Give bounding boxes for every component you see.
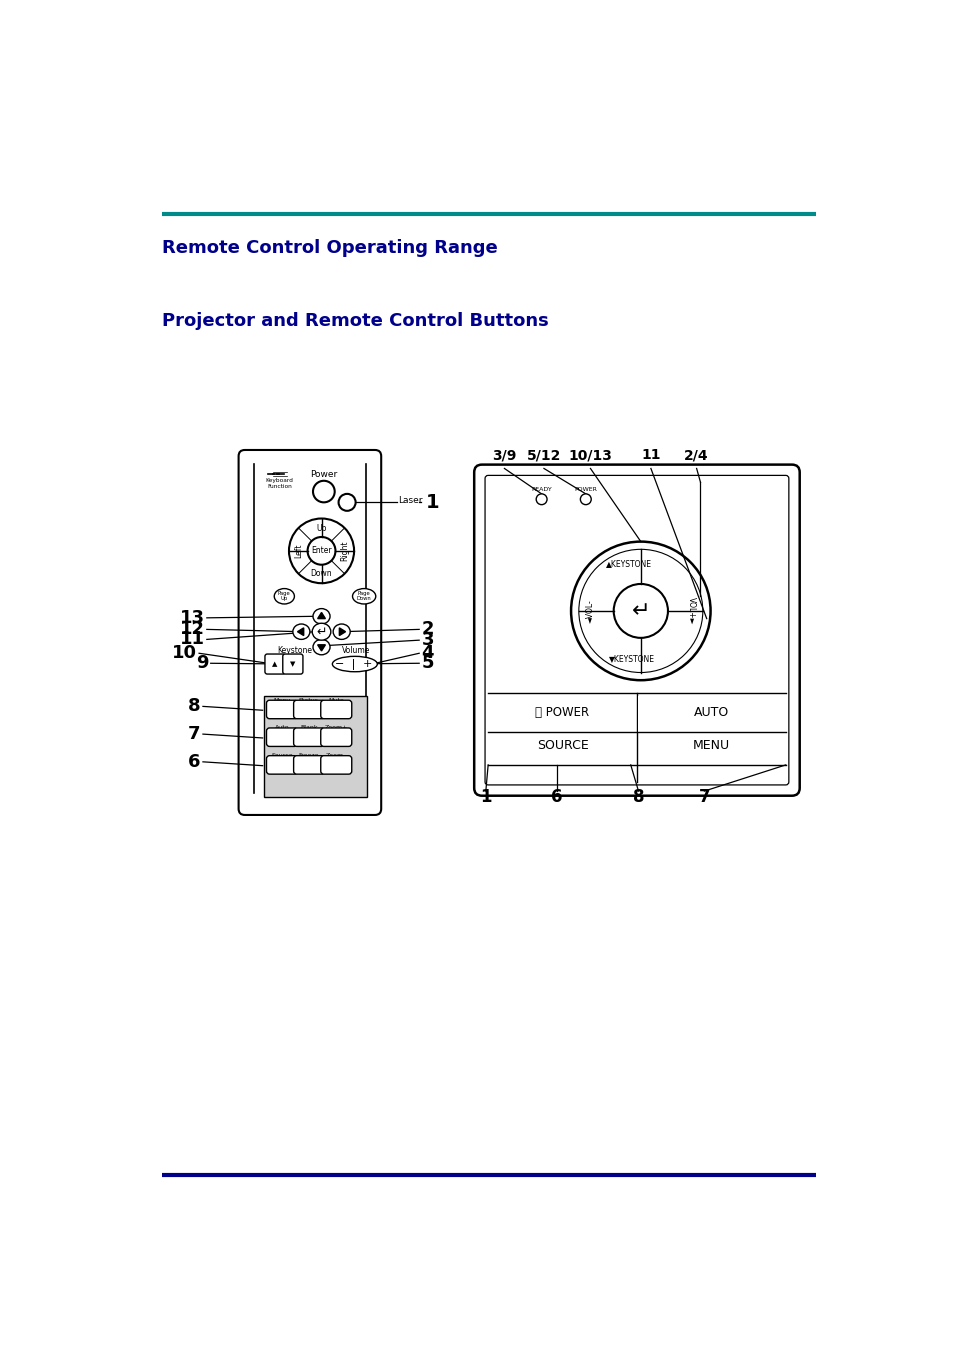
FancyBboxPatch shape bbox=[264, 695, 367, 798]
Circle shape bbox=[613, 585, 667, 637]
Text: AUTO: AUTO bbox=[693, 706, 728, 720]
Text: 8: 8 bbox=[188, 698, 200, 716]
Circle shape bbox=[338, 494, 355, 510]
Text: 12: 12 bbox=[179, 621, 204, 639]
Text: Keystone: Keystone bbox=[276, 645, 312, 655]
Text: Power: Power bbox=[310, 470, 337, 479]
FancyBboxPatch shape bbox=[238, 450, 381, 815]
Text: 5/12: 5/12 bbox=[526, 448, 560, 462]
Text: 10/13: 10/13 bbox=[568, 448, 612, 462]
Ellipse shape bbox=[313, 640, 330, 655]
FancyBboxPatch shape bbox=[266, 701, 297, 718]
Polygon shape bbox=[317, 645, 325, 651]
Circle shape bbox=[536, 494, 546, 505]
Text: Volume: Volume bbox=[342, 645, 370, 655]
Text: 9: 9 bbox=[195, 655, 208, 672]
Text: ▼KEYSTONE: ▼KEYSTONE bbox=[608, 655, 654, 663]
Text: ◄VOL-: ◄VOL- bbox=[585, 599, 595, 622]
Text: 2/4: 2/4 bbox=[683, 448, 708, 462]
Text: Keyboard
Function: Keyboard Function bbox=[266, 478, 294, 489]
Ellipse shape bbox=[332, 656, 377, 672]
Text: Right: Right bbox=[340, 540, 349, 562]
Text: ⏻ POWER: ⏻ POWER bbox=[535, 706, 589, 720]
Text: Freeze: Freeze bbox=[298, 753, 319, 757]
Text: ▲KEYSTONE: ▲KEYSTONE bbox=[605, 559, 652, 567]
Text: 1: 1 bbox=[479, 788, 491, 806]
FancyBboxPatch shape bbox=[320, 756, 352, 774]
Text: 7: 7 bbox=[698, 788, 709, 806]
Text: Page
Down: Page Down bbox=[356, 591, 371, 602]
Circle shape bbox=[571, 541, 710, 680]
Text: ▼: ▼ bbox=[290, 662, 295, 667]
FancyBboxPatch shape bbox=[294, 701, 324, 718]
Text: Blank: Blank bbox=[300, 725, 317, 730]
Text: 3: 3 bbox=[421, 632, 434, 649]
Text: Down: Down bbox=[311, 568, 332, 578]
Text: SOURCE: SOURCE bbox=[537, 740, 588, 752]
Text: VOL+►: VOL+► bbox=[686, 597, 695, 625]
Text: Zoom+: Zoom+ bbox=[324, 725, 348, 730]
Text: Projector and Remote Control Buttons: Projector and Remote Control Buttons bbox=[162, 312, 548, 331]
Circle shape bbox=[307, 537, 335, 564]
FancyBboxPatch shape bbox=[282, 653, 303, 674]
Polygon shape bbox=[297, 628, 303, 636]
Text: Mute: Mute bbox=[328, 698, 344, 702]
Circle shape bbox=[579, 494, 591, 505]
Text: Status: Status bbox=[299, 698, 319, 702]
Text: Left: Left bbox=[294, 544, 302, 558]
FancyBboxPatch shape bbox=[266, 756, 297, 774]
Text: 13: 13 bbox=[179, 609, 204, 626]
Text: 11: 11 bbox=[640, 448, 660, 462]
FancyBboxPatch shape bbox=[265, 653, 285, 674]
Text: Auto: Auto bbox=[274, 725, 289, 730]
Text: −: − bbox=[335, 659, 344, 670]
Polygon shape bbox=[317, 613, 325, 618]
Ellipse shape bbox=[274, 589, 294, 603]
Text: Up: Up bbox=[316, 524, 326, 533]
Text: Zoom-: Zoom- bbox=[326, 753, 346, 757]
Text: +: + bbox=[362, 659, 372, 670]
Text: MENU: MENU bbox=[692, 740, 729, 752]
Text: ↵: ↵ bbox=[316, 625, 327, 639]
Circle shape bbox=[313, 481, 335, 502]
FancyBboxPatch shape bbox=[294, 728, 324, 747]
Text: 6: 6 bbox=[551, 788, 562, 806]
Text: 2: 2 bbox=[421, 621, 434, 639]
FancyBboxPatch shape bbox=[266, 728, 297, 747]
Text: 7: 7 bbox=[188, 725, 200, 743]
Ellipse shape bbox=[293, 624, 310, 640]
Text: 11: 11 bbox=[179, 630, 204, 648]
FancyBboxPatch shape bbox=[638, 697, 783, 732]
Text: 10: 10 bbox=[172, 644, 196, 663]
Ellipse shape bbox=[312, 624, 331, 640]
Text: Remote Control Operating Range: Remote Control Operating Range bbox=[162, 239, 497, 256]
Text: 3/9: 3/9 bbox=[492, 448, 517, 462]
Text: Page
Up: Page Up bbox=[277, 591, 291, 602]
Text: Source: Source bbox=[271, 753, 293, 757]
Text: 1: 1 bbox=[425, 493, 438, 512]
Text: Laser: Laser bbox=[397, 497, 422, 505]
Text: 5: 5 bbox=[421, 655, 434, 672]
Text: 8: 8 bbox=[632, 788, 643, 806]
FancyBboxPatch shape bbox=[489, 697, 635, 732]
Text: 6: 6 bbox=[188, 753, 200, 771]
Circle shape bbox=[289, 518, 354, 583]
Ellipse shape bbox=[333, 624, 350, 640]
FancyBboxPatch shape bbox=[294, 756, 324, 774]
Ellipse shape bbox=[353, 589, 375, 603]
Text: READY: READY bbox=[531, 486, 552, 491]
Text: POWER: POWER bbox=[574, 486, 597, 491]
Text: ▲: ▲ bbox=[272, 662, 277, 667]
Text: Menu: Menu bbox=[274, 698, 291, 702]
Text: 4: 4 bbox=[421, 644, 434, 663]
Text: Enter: Enter bbox=[311, 547, 332, 555]
Ellipse shape bbox=[313, 609, 330, 624]
Polygon shape bbox=[339, 628, 345, 636]
FancyBboxPatch shape bbox=[320, 701, 352, 718]
FancyBboxPatch shape bbox=[474, 464, 799, 795]
Text: ↵: ↵ bbox=[631, 601, 649, 621]
FancyBboxPatch shape bbox=[320, 728, 352, 747]
